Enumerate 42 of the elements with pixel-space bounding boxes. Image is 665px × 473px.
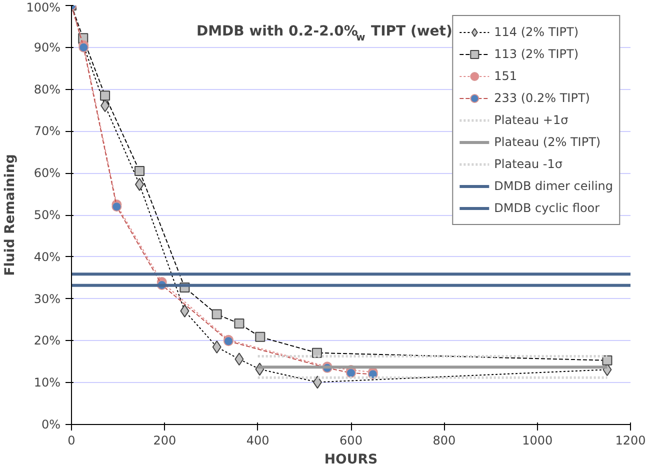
point [100, 90, 110, 101]
y-tick-label: 100% [26, 0, 61, 14]
x-tick-label: 600 [340, 434, 362, 448]
point [212, 309, 222, 320]
legend-label: Plateau +1σ [494, 113, 568, 127]
y-tick-label: 0% [41, 418, 61, 432]
legend-label: Plateau (2% TIPT) [494, 135, 601, 149]
x-tick-label: 800 [432, 434, 456, 448]
legend-label: DMDB dimer ceiling [494, 179, 613, 193]
y-tick-label: 50% [34, 208, 60, 222]
y-tick-label: 90% [34, 40, 60, 54]
y-tick-label: 40% [34, 250, 60, 264]
point [135, 178, 144, 191]
x-tick-label: 200 [153, 434, 176, 448]
legend-label: 233 (0.2% TIPT) [494, 91, 590, 105]
point [312, 376, 322, 389]
x-tick-label: 400 [246, 434, 270, 448]
legend-label: 113 (2% TIPT) [494, 47, 579, 61]
y-tick-label: 20% [34, 334, 60, 348]
x-tick-label: 1000 [522, 434, 553, 448]
legend-label: 114 (2% TIPT) [494, 25, 579, 39]
point [180, 304, 190, 318]
y-tick-label: 10% [34, 376, 60, 390]
legend-label: Plateau -1σ [494, 157, 562, 171]
point [234, 352, 244, 366]
point [100, 99, 110, 112]
point [346, 368, 356, 378]
point [255, 332, 266, 342]
y-tick-label: 60% [34, 166, 60, 180]
y-tick-label: 80% [34, 82, 60, 96]
point [602, 355, 612, 366]
y-tick-label: 30% [34, 292, 60, 306]
y-axis-title: Fluid Remaining [3, 154, 18, 276]
legend-label: DMDB cyclic floor [494, 201, 600, 215]
point [134, 166, 145, 176]
legend-label: 151 [494, 69, 518, 83]
y-tick-label: 70% [34, 124, 60, 138]
x-axis-title: HOURS [324, 452, 378, 468]
point [234, 318, 244, 329]
x-tick-label: 1200 [615, 434, 646, 448]
x-tick-label: 0 [68, 434, 76, 448]
point [212, 340, 222, 354]
